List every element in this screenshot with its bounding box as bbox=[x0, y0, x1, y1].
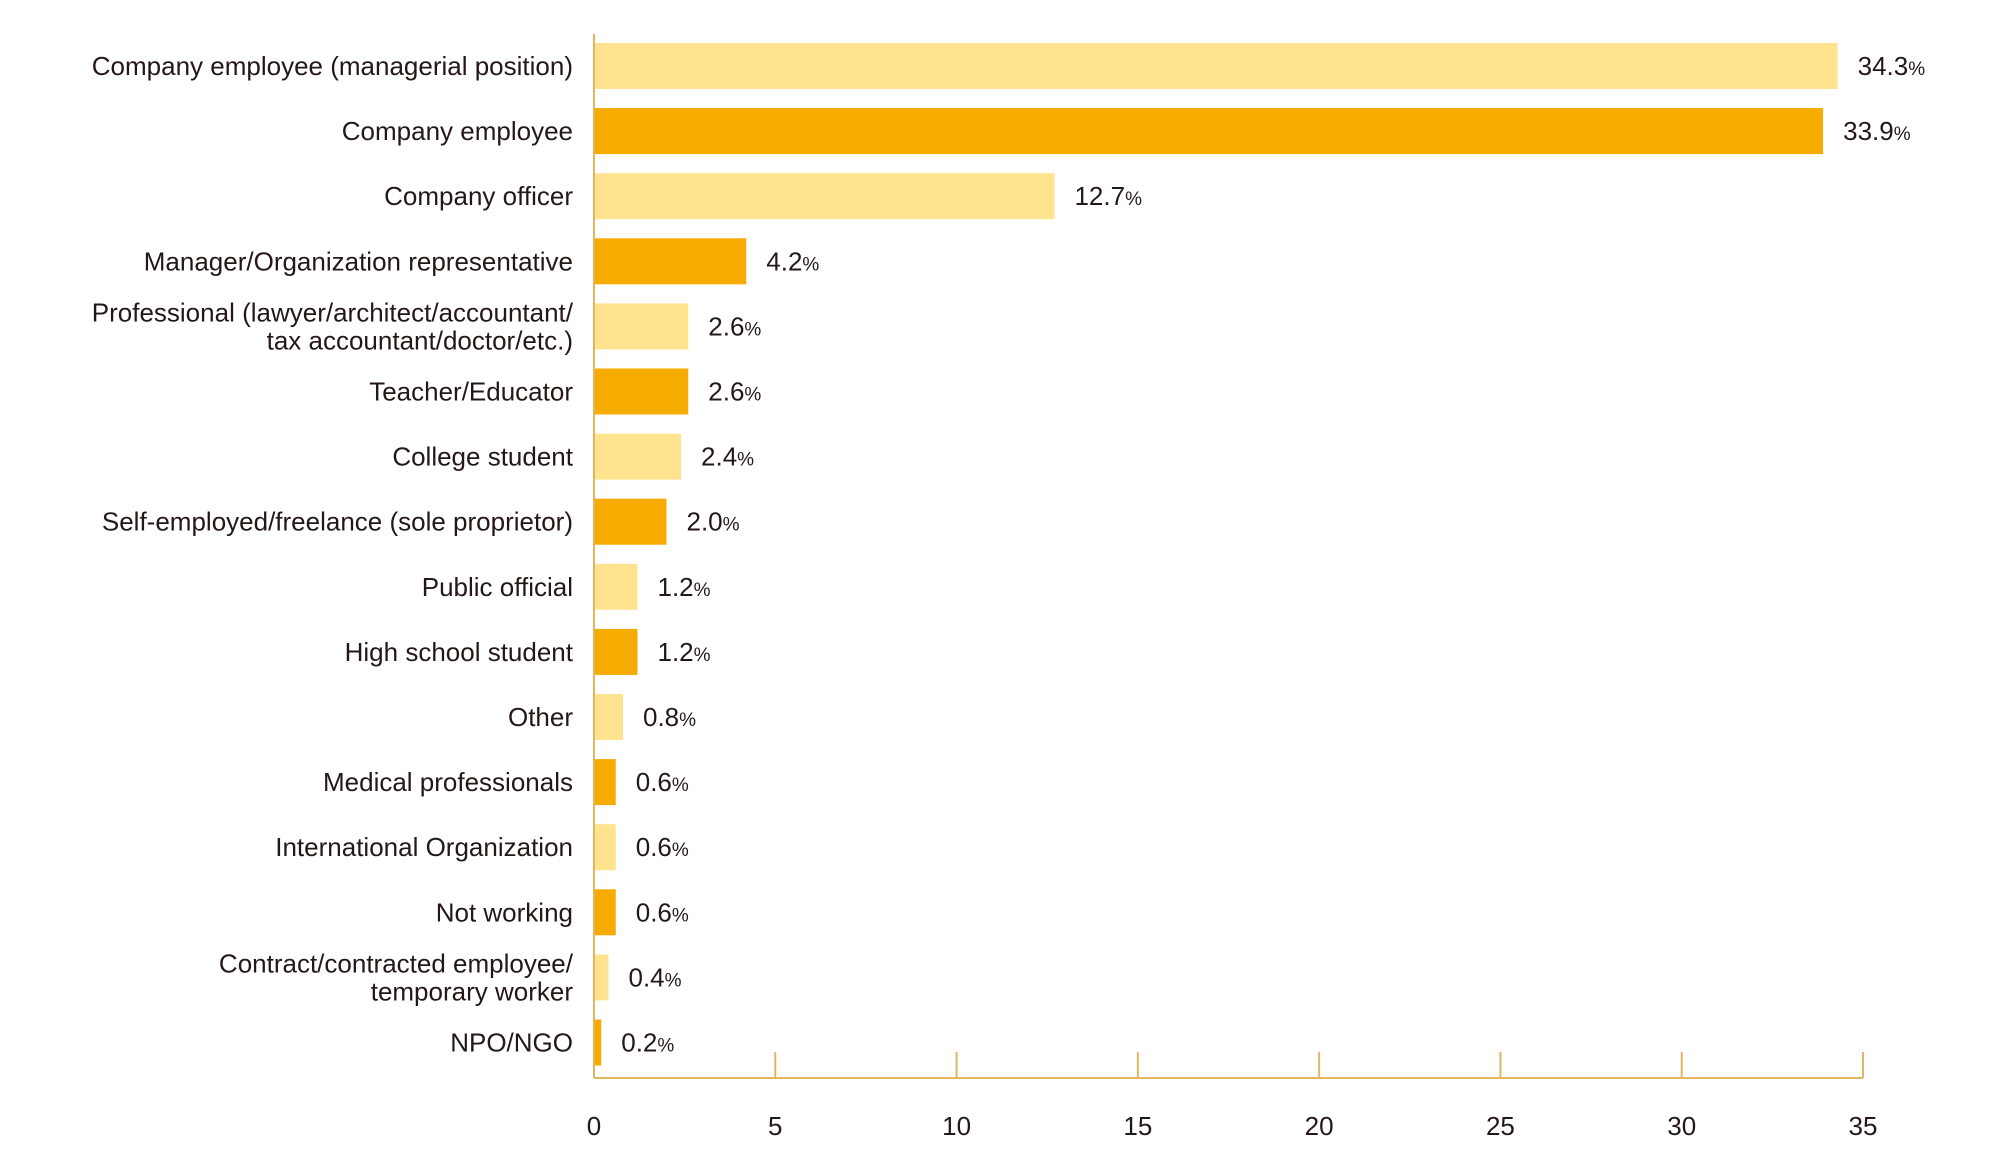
bar-9 bbox=[594, 628, 638, 675]
value-label-3: 4.2% bbox=[766, 246, 819, 276]
bar-6 bbox=[594, 433, 682, 480]
value-unit-2: % bbox=[1125, 189, 1142, 210]
value-label-15: 0.2% bbox=[621, 1028, 674, 1058]
value-unit-15: % bbox=[657, 1036, 674, 1057]
value-unit-6: % bbox=[737, 450, 754, 471]
value-number-6: 2.4 bbox=[701, 442, 737, 472]
category-label-10: Other bbox=[508, 702, 573, 732]
value-label-7: 2.0% bbox=[687, 507, 740, 537]
value-unit-8: % bbox=[694, 580, 711, 601]
value-unit-12: % bbox=[672, 840, 689, 861]
bar-7 bbox=[594, 498, 667, 545]
value-unit-14: % bbox=[665, 970, 682, 991]
value-label-9: 1.2% bbox=[658, 637, 711, 667]
value-label-14: 0.4% bbox=[629, 962, 682, 992]
value-label-12: 0.6% bbox=[636, 832, 689, 862]
value-label-11: 0.6% bbox=[636, 767, 689, 797]
bar-3 bbox=[594, 238, 747, 285]
bar-13 bbox=[594, 889, 616, 936]
category-label-2: Company officer bbox=[384, 181, 573, 211]
bar-4 bbox=[594, 303, 689, 350]
x-tick-label-4: 20 bbox=[1305, 1111, 1334, 1141]
category-label-4-line-1: tax accountant/doctor/etc.) bbox=[267, 325, 573, 355]
value-label-8: 1.2% bbox=[658, 572, 711, 602]
value-number-9: 1.2 bbox=[658, 637, 694, 667]
value-unit-5: % bbox=[744, 385, 761, 406]
value-unit-1: % bbox=[1894, 124, 1911, 145]
x-tick-label-6: 30 bbox=[1667, 1111, 1696, 1141]
value-unit-10: % bbox=[679, 710, 696, 731]
category-label-8: Public official bbox=[422, 572, 573, 602]
bar-10 bbox=[594, 694, 624, 740]
x-tick-label-5: 25 bbox=[1486, 1111, 1515, 1141]
value-number-7: 2.0 bbox=[687, 507, 723, 537]
bar-11 bbox=[594, 759, 616, 806]
value-unit-11: % bbox=[672, 775, 689, 796]
value-number-3: 4.2 bbox=[766, 246, 802, 276]
value-number-0: 34.3 bbox=[1858, 51, 1909, 81]
category-label-5: Teacher/Educator bbox=[369, 377, 573, 407]
bar-2 bbox=[594, 173, 1055, 220]
value-labels: 34.3%33.9%12.7%4.2%2.6%2.6%2.4%2.0%1.2%1… bbox=[621, 51, 1925, 1058]
x-tick-label-0: 0 bbox=[587, 1111, 601, 1141]
x-axis: 0 5 10 15 20 25 30 35 bbox=[587, 34, 1878, 1141]
category-label-6: College student bbox=[392, 442, 573, 472]
value-unit-9: % bbox=[694, 645, 711, 666]
value-label-0: 34.3% bbox=[1858, 51, 1926, 81]
bar-0 bbox=[594, 43, 1838, 89]
category-labels: Company employee (managerial position) Co… bbox=[92, 51, 574, 1058]
bar-5 bbox=[594, 368, 689, 415]
value-unit-4: % bbox=[744, 319, 761, 340]
category-label-13: Not working bbox=[436, 897, 573, 927]
value-label-1: 33.9% bbox=[1843, 116, 1911, 146]
value-number-2: 12.7 bbox=[1074, 181, 1125, 211]
category-label-12: International Organization bbox=[275, 832, 573, 862]
bar-15 bbox=[594, 1019, 602, 1066]
value-unit-3: % bbox=[802, 254, 819, 275]
value-number-15: 0.2 bbox=[621, 1028, 657, 1058]
value-label-2: 12.7% bbox=[1074, 181, 1142, 211]
value-label-4: 2.6% bbox=[708, 311, 761, 341]
category-label-3: Manager/Organization representative bbox=[144, 246, 573, 276]
x-tick-label-1: 5 bbox=[768, 1111, 782, 1141]
category-label-14-line-0: Contract/contracted employee/ bbox=[219, 948, 574, 978]
value-number-10: 0.8 bbox=[643, 702, 679, 732]
category-label-7: Self-employed/freelance (sole proprietor… bbox=[102, 507, 573, 537]
bar-8 bbox=[594, 563, 638, 610]
value-number-1: 33.9 bbox=[1843, 116, 1894, 146]
category-label-9: High school student bbox=[345, 637, 574, 667]
bars-layer bbox=[594, 43, 1838, 1066]
value-unit-13: % bbox=[672, 905, 689, 926]
value-unit-0: % bbox=[1908, 59, 1925, 80]
value-number-13: 0.6 bbox=[636, 897, 672, 927]
value-unit-7: % bbox=[723, 515, 740, 536]
x-tick-label-7: 35 bbox=[1849, 1111, 1878, 1141]
value-number-4: 2.6 bbox=[708, 311, 744, 341]
bar-1 bbox=[594, 108, 1824, 155]
value-label-5: 2.6% bbox=[708, 377, 761, 407]
category-label-0: Company employee (managerial position) bbox=[92, 51, 573, 81]
value-number-8: 1.2 bbox=[658, 572, 694, 602]
x-tick-label-2: 10 bbox=[942, 1111, 971, 1141]
value-label-10: 0.8% bbox=[643, 702, 696, 732]
category-label-11: Medical professionals bbox=[323, 767, 573, 797]
value-label-6: 2.4% bbox=[701, 442, 754, 472]
category-label-1: Company employee bbox=[342, 116, 573, 146]
value-number-5: 2.6 bbox=[708, 377, 744, 407]
value-number-11: 0.6 bbox=[636, 767, 672, 797]
category-label-4-line-0: Professional (lawyer/architect/accountan… bbox=[92, 297, 574, 327]
value-label-13: 0.6% bbox=[636, 897, 689, 927]
value-number-14: 0.4 bbox=[629, 962, 665, 992]
category-label-15: NPO/NGO bbox=[450, 1028, 573, 1058]
bar-14 bbox=[594, 954, 609, 1001]
x-tick-label-3: 15 bbox=[1123, 1111, 1152, 1141]
category-label-14-line-1: temporary worker bbox=[371, 976, 574, 1006]
bar-12 bbox=[594, 824, 616, 871]
value-number-12: 0.6 bbox=[636, 832, 672, 862]
